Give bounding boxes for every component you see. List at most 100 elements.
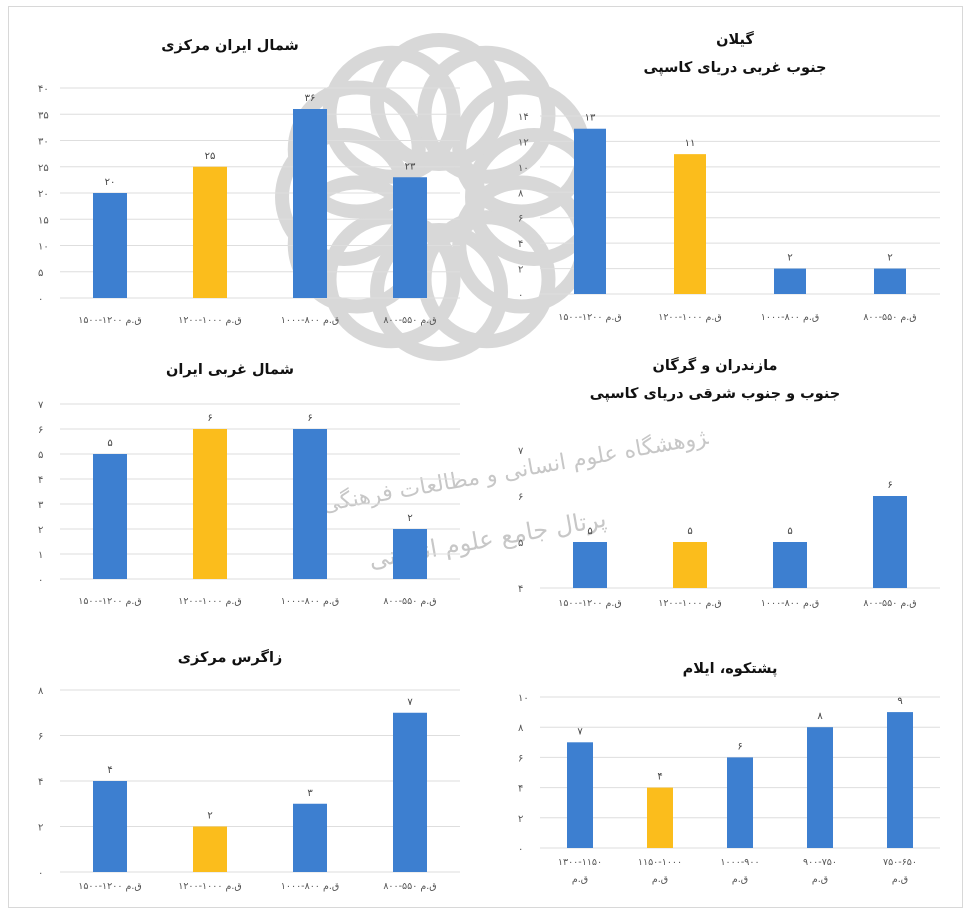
- data-label: ۲۰: [105, 177, 116, 188]
- y-tick-label: ۱۰: [518, 693, 529, 704]
- y-tick-label: ۶: [518, 492, 523, 503]
- y-tick-label: ۸: [518, 188, 524, 199]
- y-tick-label: ۴: [38, 777, 43, 788]
- category-label: ق.م: [572, 874, 588, 885]
- y-tick-label: ۲: [518, 265, 523, 276]
- bar: [567, 742, 593, 848]
- bar: [393, 712, 427, 872]
- bar: [93, 454, 127, 579]
- data-label: ۲۵: [205, 151, 216, 162]
- chart-mazandaran-gorgan: مازندران و گرگان جنوب و جنوب شرقی دریای ک…: [518, 356, 940, 609]
- category-label: ۷۵۰-۶۵۰: [883, 857, 917, 868]
- data-label: ۹: [897, 696, 902, 707]
- y-tick-label: ۰: [518, 844, 523, 855]
- data-label: ۴: [107, 765, 112, 776]
- y-tick-label: ۴: [38, 475, 43, 486]
- category-label: ۱۵۰۰-۱۲۰۰ ق.م: [78, 881, 142, 892]
- category-label: ق.م: [812, 874, 828, 885]
- y-tick-label: ۶: [518, 214, 523, 225]
- bar: [774, 268, 806, 294]
- y-tick-label: ۰: [38, 575, 43, 586]
- bar: [887, 712, 913, 848]
- chart-north-central-iran: شمال ایران مرکزی ۰ ۵ ۱۰ ۱۵ ۲۰ ۲۵ ۳۰ ۳۵ ۴۰ ۲۰ ۱۵۰۰-۱…: [38, 38, 460, 326]
- y-tick-label: ۱۲: [518, 137, 529, 148]
- category-label: ۱۰۰۰-۸۰۰ ق.م: [281, 596, 339, 607]
- data-label: ۲۳: [405, 161, 416, 172]
- y-tick-label: ۴: [518, 239, 523, 250]
- data-label: ۶: [307, 413, 312, 424]
- bar: [393, 529, 427, 579]
- category-label: ۹۰۰-۷۵۰: [803, 857, 837, 868]
- data-label: ۲: [207, 811, 212, 822]
- bar: [647, 787, 673, 848]
- bar: [874, 268, 906, 294]
- bar: [393, 177, 427, 298]
- category-label: ۱۰۰۰-۸۰۰ ق.م: [761, 598, 819, 609]
- category-label: ۱۲۰۰-۱۰۰۰ ق.م: [178, 596, 242, 607]
- category-label: ۱۵۰۰-۱۲۰۰ ق.م: [78, 315, 142, 326]
- category-label: ۱۰۰۰-۹۰۰: [720, 857, 759, 868]
- bar: [727, 757, 753, 848]
- data-label: ۶: [887, 480, 892, 491]
- chart-title: شمال ایران مرکزی: [161, 38, 299, 54]
- bar: [574, 128, 606, 294]
- data-label: ۲: [887, 253, 892, 264]
- bar: [193, 166, 227, 298]
- y-tick-label: ۵: [38, 450, 43, 461]
- bar: [193, 826, 227, 872]
- bar: [573, 542, 607, 588]
- data-label: ۳: [307, 788, 313, 799]
- y-tick-label: ۶: [38, 425, 43, 436]
- y-tick-label: ۱۰: [38, 242, 49, 253]
- y-tick-label: ۷: [518, 446, 524, 457]
- y-tick-label: ۸: [518, 723, 524, 734]
- y-tick-label: ۱۵: [38, 215, 49, 226]
- bar: [807, 727, 833, 848]
- chart-title: شمال غربی ایران: [166, 362, 294, 378]
- y-tick-label: ۲: [38, 525, 43, 536]
- data-label: ۵: [787, 526, 792, 537]
- bar: [93, 193, 127, 298]
- y-tick-label: ۱: [38, 550, 43, 561]
- y-tick-label: ۸: [38, 686, 44, 697]
- category-label: ۱۳۰۰-۱۱۵۰: [558, 857, 602, 868]
- y-tick-label: ۱۰: [518, 163, 529, 174]
- data-label: ۷: [577, 726, 583, 737]
- bar: [193, 429, 227, 579]
- y-tick-label: ۳۵: [38, 110, 49, 121]
- category-label: ۱۲۰۰-۱۰۰۰ ق.م: [658, 598, 722, 609]
- chart-pushtkuh-ilam: پشتکوه، ایلام ۰ ۲ ۴ ۶ ۸ ۱۰ ۷ ۱۳۰۰-۱۱۵۰ ق.م ۴ ۱۱۵۰-۱…: [518, 661, 940, 885]
- category-label: ۱۰۰۰-۸۰۰ ق.م: [761, 312, 819, 323]
- y-tick-label: ۰: [38, 868, 43, 879]
- chart-northwest-iran: شمال غربی ایران ۰ ۱ ۲ ۳ ۴ ۵ ۶ ۷ ۵ ۱۵۰۰-۱۲۰۰ ق.م ۶ ۱۲…: [38, 362, 460, 607]
- data-label: ۶: [737, 741, 742, 752]
- data-label: ۳۶: [305, 93, 316, 104]
- y-tick-label: ۵: [518, 538, 523, 549]
- bar: [293, 803, 327, 872]
- chart-title: جنوب و جنوب شرقی دریای کاسپی: [590, 386, 840, 402]
- y-tick-label: ۷: [38, 400, 44, 411]
- chart-title: پشتکوه، ایلام: [683, 661, 778, 677]
- data-label: ۲: [407, 513, 412, 524]
- chart-title: جنوب غربی دریای کاسپی: [644, 60, 827, 76]
- data-label: ۴: [657, 772, 662, 783]
- y-tick-label: ۶: [518, 753, 523, 764]
- data-label: ۷: [407, 697, 413, 708]
- y-tick-label: ۲۵: [38, 163, 49, 174]
- category-label: ۱۵۰۰-۱۲۰۰ ق.م: [558, 598, 622, 609]
- bar: [93, 781, 127, 872]
- chart-central-zagros: زاگرس مرکزی ۰ ۲ ۴ ۶ ۸ ۴ ۱۵۰۰-۱۲۰۰ ق.م ۲ ۱۲۰۰-۱۰۰۰…: [38, 648, 460, 892]
- category-label: ۱۵۰۰-۱۲۰۰ ق.م: [558, 312, 622, 323]
- category-label: ۸۰۰-۵۵۰ ق.م: [863, 312, 916, 323]
- chart-title: زاگرس مرکزی: [178, 648, 283, 666]
- category-label: ۱۰۰۰-۸۰۰ ق.م: [281, 881, 339, 892]
- bar: [673, 542, 707, 588]
- data-label: ۸: [817, 711, 823, 722]
- category-label: ۱۲۰۰-۱۰۰۰ ق.م: [658, 312, 722, 323]
- category-label: ۸۰۰-۵۵۰ ق.م: [383, 315, 436, 326]
- bar: [293, 109, 327, 298]
- y-tick-label: ۲۰: [38, 189, 49, 200]
- category-label: ۸۰۰-۵۵۰ ق.م: [383, 596, 436, 607]
- y-tick-label: ۴: [518, 584, 523, 595]
- y-tick-label: ۴۰: [38, 84, 49, 95]
